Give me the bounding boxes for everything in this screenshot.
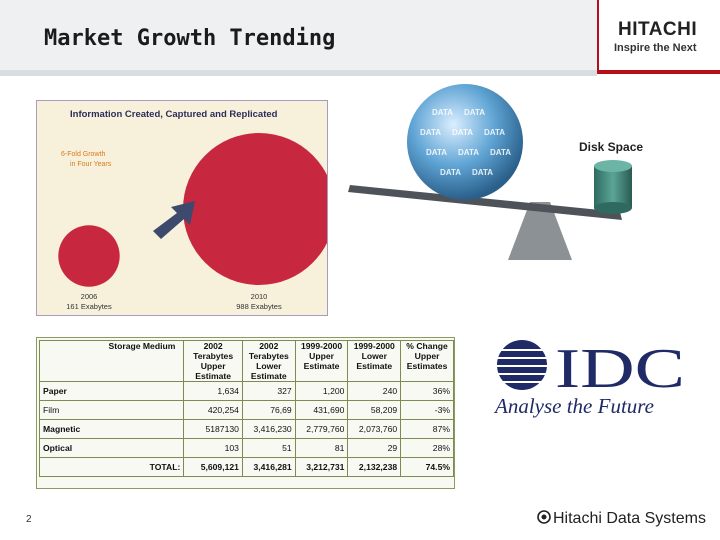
globe-text: DATA [452, 128, 473, 137]
bubble-year-label: 2010 [251, 292, 268, 301]
table-cell: 51 [241, 438, 296, 458]
table-cell: 103 [183, 438, 243, 458]
table-cell: 5187130 [183, 419, 243, 439]
table-row: Film 420,254 76,69 431,690 58,209 -3% [38, 400, 454, 420]
table-cell: 36% [400, 381, 454, 401]
hitachi-emblem-icon [537, 510, 551, 524]
bubble-2006 [58, 225, 120, 287]
bubble-year-label: 2006 [81, 292, 98, 301]
table-cell: 5,609,121 [183, 457, 243, 477]
table-cell: 28% [400, 438, 454, 458]
scale-beam [348, 185, 622, 220]
storage-table-grid: Storage Medium 2002 Terabytes Upper Esti… [38, 340, 454, 477]
table-cell: 431,690 [294, 400, 349, 420]
disk-cylinder-top [594, 160, 632, 172]
idc-wordmark: IDC [555, 338, 685, 392]
disk-cylinder [594, 166, 632, 208]
chart-annotation-line-2: in Four Years [70, 161, 112, 168]
globe-text: DATA [472, 168, 493, 177]
growth-chart: Information Created, Captured and Replic… [36, 100, 328, 316]
table-cell: 87% [400, 419, 454, 439]
idc-logo: IDC [495, 338, 685, 392]
table-row: Magnetic 5187130 3,416,230 2,779,760 2,0… [38, 419, 454, 439]
table-total-label: TOTAL: [38, 457, 185, 477]
disk-cylinder-base [594, 202, 632, 214]
table-cell-medium: Film [38, 400, 185, 420]
hitachi-logo: HITACHI [618, 19, 698, 40]
header-divider [0, 70, 597, 76]
table-cell-medium: Optical [38, 438, 185, 458]
table-cell: 58,209 [347, 400, 402, 420]
disk-space-label: Disk Space [579, 140, 644, 154]
table-cell: 29 [347, 438, 402, 458]
globe-text: DATA [464, 108, 485, 117]
table-cell: 1,200 [294, 381, 349, 401]
table-cell: 3,416,230 [241, 419, 296, 439]
table-header: 2002 Terabytes Upper Estimate [183, 340, 243, 382]
footer-brand: Hitachi Data Systems [553, 510, 706, 527]
table-cell: 240 [347, 381, 402, 401]
table-header: % Change Upper Estimates [400, 340, 454, 382]
table-header: 1999-2000 Lower Estimate [347, 340, 402, 382]
table-cell-medium: Paper [38, 381, 185, 401]
table-cell: 2,779,760 [294, 419, 349, 439]
slide-number: 2 [26, 514, 32, 525]
table-header: Storage Medium [38, 340, 185, 382]
logo-frame [597, 0, 720, 74]
data-globe [407, 84, 523, 200]
chart-annotation-line-1: 6-Fold Growth [61, 151, 105, 158]
globe-text: DATA [420, 128, 441, 137]
table-cell: 76,69 [241, 400, 296, 420]
bubble-2010 [183, 133, 327, 285]
table-cell: -3% [400, 400, 454, 420]
table-cell: 74.5% [400, 457, 454, 477]
table-cell: 327 [241, 381, 296, 401]
table-cell: 81 [294, 438, 349, 458]
table-cell: 2,073,760 [347, 419, 402, 439]
table-total-row: TOTAL: 5,609,121 3,416,281 3,212,731 2,1… [38, 457, 454, 477]
growth-chart-svg: Information Created, Captured and Replic… [58, 109, 327, 311]
table-row: Optical 103 51 81 29 28% [38, 438, 454, 458]
table-cell-medium: Magnetic [38, 419, 185, 439]
table-row: Paper 1,634 327 1,200 240 36% [38, 381, 454, 401]
bubble-value-label: 988 Exabytes [236, 302, 282, 311]
table-cell: 3,212,731 [294, 457, 349, 477]
table-cell: 1,634 [183, 381, 243, 401]
hitachi-tagline: Inspire the Next [614, 42, 697, 54]
header-bar [0, 0, 597, 70]
table-header: 2002 Terabytes Lower Estimate [241, 340, 296, 382]
globe-text: DATA [432, 108, 453, 117]
bubble-value-label: 161 Exabytes [66, 302, 112, 311]
globe-text: DATA [458, 148, 479, 157]
chart-title: Information Created, Captured and Replic… [70, 109, 278, 120]
table-header: 1999-2000 Upper Estimate [294, 340, 349, 382]
globe-text: DATA [440, 168, 461, 177]
scale-fulcrum [508, 202, 572, 260]
page-title: Market Growth Trending [44, 26, 336, 51]
growth-arrow [153, 201, 195, 239]
table-cell: 3,416,281 [241, 457, 296, 477]
globe-text: DATA [484, 128, 505, 137]
storage-table: Storage Medium 2002 Terabytes Upper Esti… [36, 337, 455, 489]
balance-scale-graphic: DATA DATA DATA DATA DATA DATA DATA DATA … [348, 84, 632, 260]
table-cell: 2,132,238 [347, 457, 402, 477]
globe-text: DATA [490, 148, 511, 157]
idc-tagline: Analyse the Future [495, 394, 655, 418]
globe-text: DATA [426, 148, 447, 157]
table-cell: 420,254 [183, 400, 243, 420]
